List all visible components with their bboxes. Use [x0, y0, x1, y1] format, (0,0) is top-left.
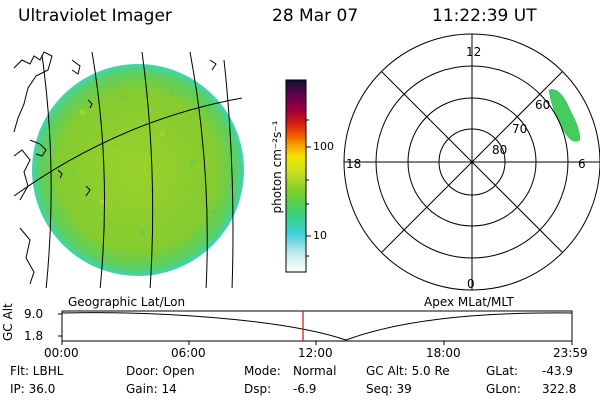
timeline-y-tick-1-8: 1.8 — [24, 329, 44, 343]
geographic-panel-label: Geographic Lat/Lon — [68, 295, 186, 309]
gc-alt-readout: GC Alt: 5.0 Re — [366, 364, 450, 378]
glat-label: GLat: — [486, 364, 519, 378]
timeline-ticks — [58, 313, 573, 345]
mlat-label-80: 80 — [492, 143, 508, 157]
mode-label: Mode: — [244, 364, 281, 378]
timeline-frame — [61, 310, 573, 342]
colorbar-tick-10: 10 — [313, 229, 327, 242]
emission-disk — [32, 64, 244, 276]
auroral-oval-segment — [548, 89, 581, 142]
colorbar — [285, 79, 307, 273]
timeline-y-tick-9: 9.0 — [24, 307, 44, 321]
mlt-label-12: 12 — [466, 45, 482, 59]
altitude-curve — [61, 312, 573, 341]
colorbar-ticks — [306, 119, 311, 257]
observation-time: 11:22:39 UT — [432, 6, 537, 26]
mlt-label-0: 0 — [467, 277, 475, 291]
timeline-x-tick-2359: 23:59 — [553, 346, 588, 360]
gain-readout: Gain: 14 — [126, 382, 177, 396]
timeline-x-tick-1800: 18:00 — [426, 346, 461, 360]
coastlines — [13, 51, 217, 285]
observation-date: 28 Mar 07 — [272, 6, 359, 26]
timeline-x-tick-0600: 06:00 — [171, 346, 206, 360]
polar-plot — [343, 33, 600, 291]
mode-value: Normal — [293, 364, 337, 378]
mlat-label-70: 70 — [512, 122, 528, 136]
timeline-x-tick-1200: 12:00 — [298, 346, 333, 360]
ip-readout: IP: 36.0 — [10, 382, 56, 396]
dsp-value: -6.9 — [293, 382, 317, 396]
timeline-x-tick-0000: 00:00 — [44, 346, 79, 360]
timeline-plot — [58, 310, 573, 345]
glon-value: 322.8 — [542, 382, 577, 396]
mlt-label-18: 18 — [346, 157, 362, 171]
apex-panel-label: Apex MLat/MLT — [424, 295, 514, 309]
dsp-label: Dsp: — [244, 382, 272, 396]
door-readout: Door: Open — [126, 364, 195, 378]
mlt-label-6: 6 — [578, 157, 586, 171]
glon-label: GLon: — [486, 382, 521, 396]
seq-readout: Seq: 39 — [366, 382, 412, 396]
geographic-image-panel — [13, 51, 244, 288]
app-title: Ultraviolet Imager — [18, 6, 172, 26]
mlat-label-60: 60 — [535, 98, 551, 112]
timeline-y-axis-label: GC Alt — [1, 303, 15, 341]
filter-readout: Flt: LBHL — [10, 364, 64, 378]
polar-axis-diag2 — [381, 71, 563, 253]
colorbar-tick-100: 100 — [313, 140, 334, 153]
colorbar-unit-label: photon cm⁻²s⁻¹ — [270, 120, 284, 214]
latitude-line — [13, 97, 243, 197]
glat-value: -43.9 — [542, 364, 574, 378]
